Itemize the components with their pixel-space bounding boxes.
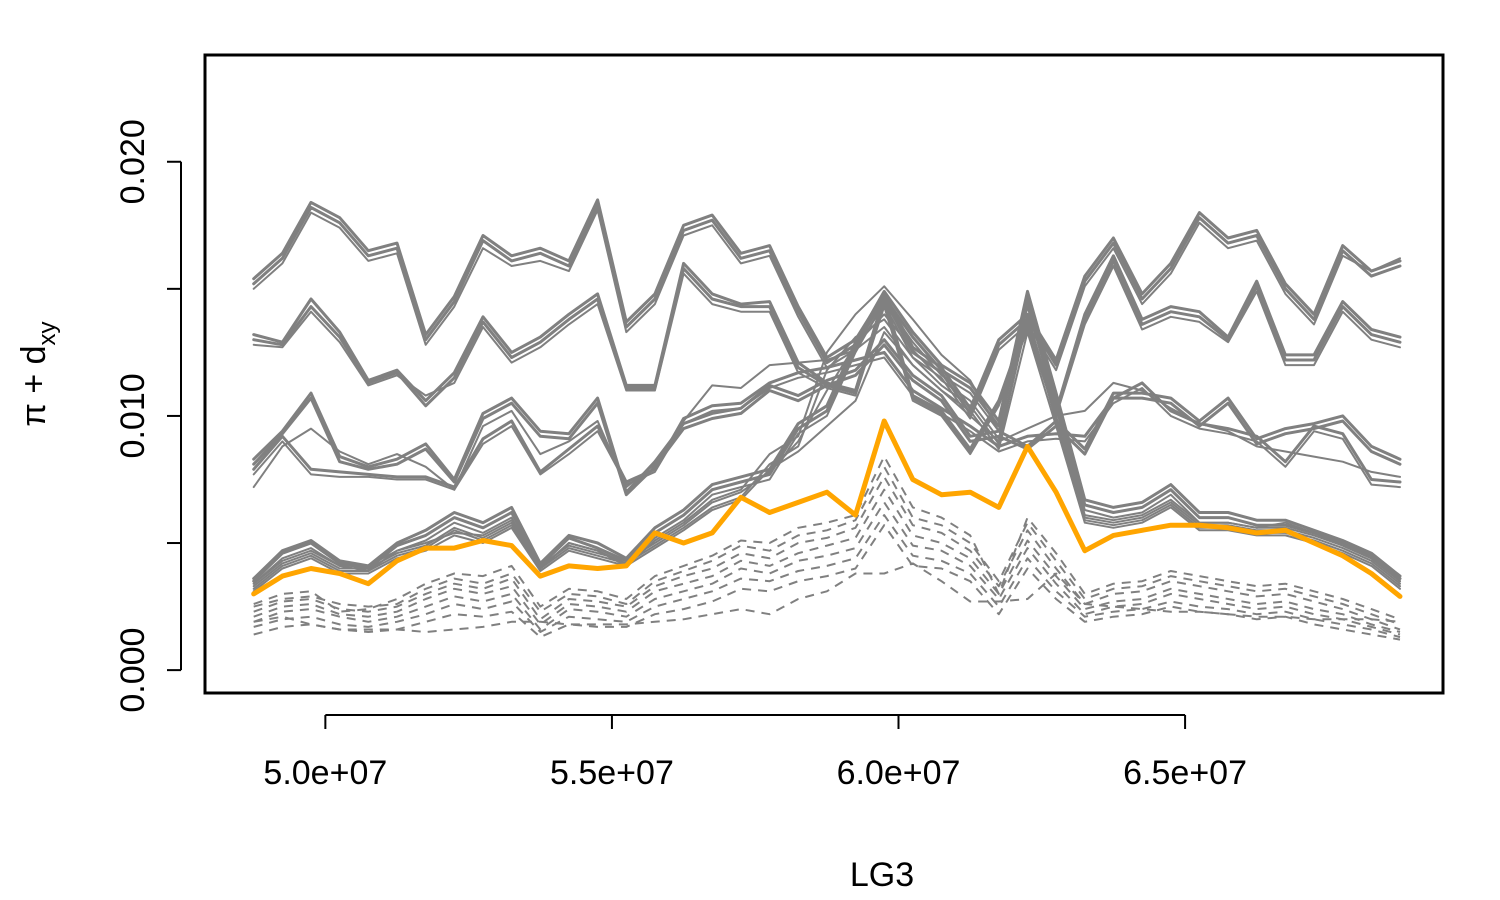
series-line-12 (252, 289, 1402, 581)
series-line-25 (253, 524, 1401, 641)
x-tick-label: 5.0e+07 (263, 754, 387, 792)
series-line-23 (253, 501, 1401, 636)
series-line-7 (252, 338, 1402, 494)
series-line-18 (252, 331, 1401, 593)
x-axis-title: LG3 (850, 856, 914, 894)
series-layer (251, 198, 1403, 641)
y-axis-title-main: π + d (15, 345, 53, 426)
y-axis-title-sub: xy (34, 321, 61, 345)
y-axis: 0.000 0.010 0.020 (114, 119, 182, 713)
y-tick-label: 0.000 (114, 628, 152, 713)
series-line-11 (252, 326, 1401, 491)
series-line-24 (253, 514, 1401, 639)
highlight-series-line (251, 418, 1403, 599)
x-tick-label: 5.5e+07 (550, 754, 674, 792)
series-line-6 (252, 265, 1401, 456)
x-tick-label: 6.5e+07 (1123, 754, 1247, 792)
series-line-21 (253, 475, 1401, 631)
series-line-13 (252, 295, 1402, 583)
series-line-20 (253, 465, 1401, 626)
series-line-1 (252, 198, 1402, 410)
series-line-22 (253, 488, 1401, 633)
y-tick-label: 0.020 (114, 119, 152, 204)
y-axis-title: π + dxy (15, 321, 61, 426)
series-line-8 (252, 343, 1402, 497)
x-axis: 5.0e+07 5.5e+07 6.0e+07 6.5e+07 (263, 714, 1247, 792)
series-line-4 (252, 254, 1402, 451)
series-line-17 (252, 285, 1401, 585)
x-tick-label: 6.0e+07 (837, 754, 961, 792)
plot-frame (203, 53, 1445, 695)
series-line-2 (252, 203, 1402, 415)
series-line-26 (253, 562, 1401, 633)
y-tick-label: 0.010 (114, 373, 152, 458)
